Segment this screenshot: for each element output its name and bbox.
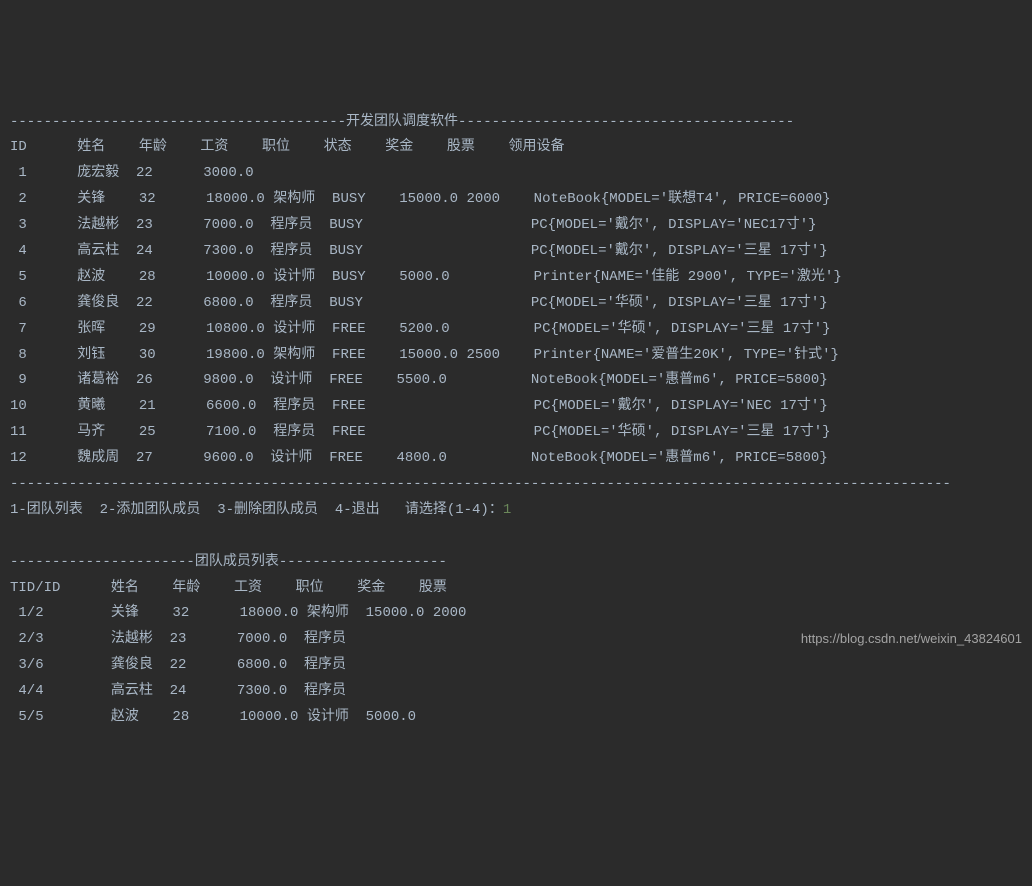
output-line: ----------------------------------------… (10, 472, 1022, 498)
output-line: 12 魏成周 27 9600.0 设计师 FREE 4800.0 NoteBoo… (10, 446, 1022, 472)
team-header: TID/ID 姓名 年龄 工资 职位 奖金 股票 (10, 576, 1022, 602)
output-line: 4 高云柱 24 7300.0 程序员 BUSY PC{MODEL='戴尔', … (10, 239, 1022, 265)
output-line: 7 张晖 29 10800.0 设计师 FREE 5200.0 PC{MODEL… (10, 317, 1022, 343)
output-line: 3 法越彬 23 7000.0 程序员 BUSY PC{MODEL='戴尔', … (10, 213, 1022, 239)
menu-line[interactable]: 1-团队列表 2-添加团队成员 3-删除团队成员 4-退出 请选择(1-4)：1 (10, 498, 1022, 524)
output-line: 2 关锋 32 18000.0 架构师 BUSY 15000.0 2000 No… (10, 187, 1022, 213)
output-line: 5 赵波 28 10000.0 设计师 BUSY 5000.0 Printer{… (10, 265, 1022, 291)
output-line: 10 黄曦 21 6600.0 程序员 FREE PC{MODEL='戴尔', … (10, 394, 1022, 420)
output-line: 8 刘钰 30 19800.0 架构师 FREE 15000.0 2500 Pr… (10, 343, 1022, 369)
output-line: 9 诸葛裕 26 9800.0 设计师 FREE 5500.0 NoteBook… (10, 368, 1022, 394)
team-row: 5/5 赵波 28 10000.0 设计师 5000.0 (10, 705, 1022, 731)
output-line: 11 马齐 25 7100.0 程序员 FREE PC{MODEL='华硕', … (10, 420, 1022, 446)
output-line: 6 龚俊良 22 6800.0 程序员 BUSY PC{MODEL='华硕', … (10, 291, 1022, 317)
watermark-text: https://blog.csdn.net/weixin_43824601 (801, 627, 1022, 651)
output-line: ID 姓名 年龄 工资 职位 状态 奖金 股票 领用设备 (10, 135, 1022, 161)
team-title: ----------------------团队成员列表------------… (10, 550, 1022, 576)
team-row: 3/6 龚俊良 22 6800.0 程序员 (10, 653, 1022, 679)
output-line: ----------------------------------------… (10, 110, 1022, 136)
team-row: 4/4 高云柱 24 7300.0 程序员 (10, 679, 1022, 705)
team-row: 1/2 关锋 32 18000.0 架构师 15000.0 2000 (10, 601, 1022, 627)
output-line: 1 庞宏毅 22 3000.0 (10, 161, 1022, 187)
user-input: 1 (503, 502, 511, 518)
